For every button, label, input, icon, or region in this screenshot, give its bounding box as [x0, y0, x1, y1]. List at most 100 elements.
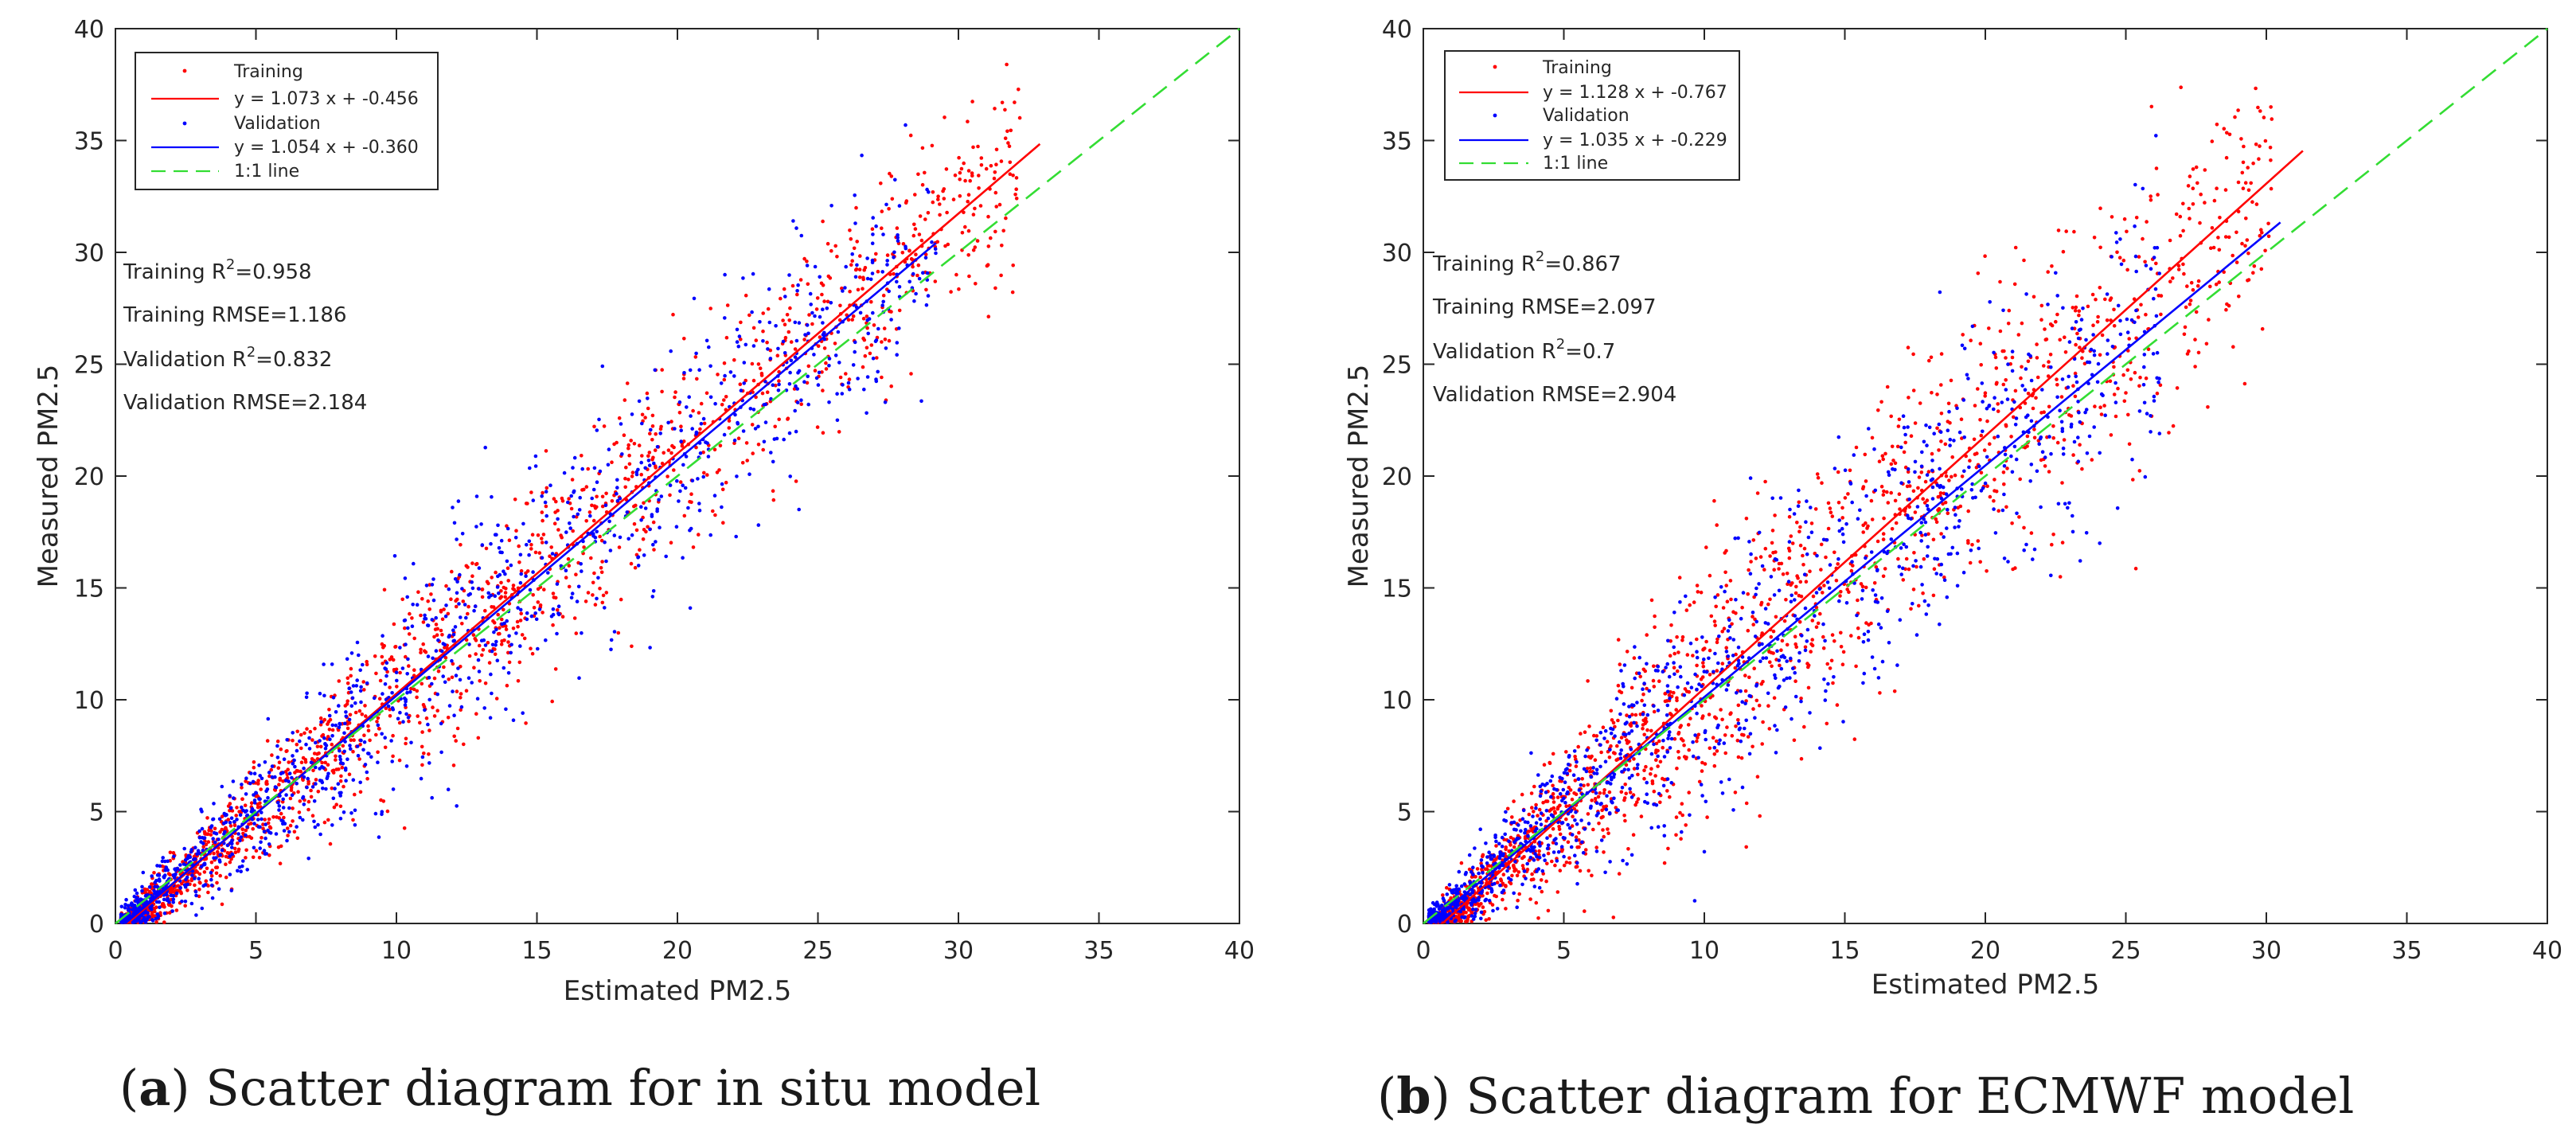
- scatter-point-training: [1652, 685, 1657, 689]
- y-tick-label: 5: [1397, 799, 1412, 827]
- scatter-point-training: [1979, 470, 1984, 475]
- scatter-point-training: [1880, 454, 1885, 458]
- scatter-point-training: [1701, 647, 1706, 651]
- scatter-point-validation: [498, 572, 502, 577]
- scatter-point-validation: [926, 294, 931, 298]
- scatter-point-training: [515, 619, 520, 624]
- scatter-point-training: [203, 832, 207, 836]
- scatter-point-validation: [735, 327, 740, 332]
- scatter-point-validation: [282, 829, 287, 833]
- scatter-point-training: [825, 299, 830, 304]
- scatter-point-validation: [577, 508, 582, 512]
- scatter-point-validation: [664, 554, 668, 559]
- scatter-point-validation: [358, 780, 363, 785]
- scatter-point-training: [1632, 757, 1636, 761]
- scatter-point-training: [310, 738, 314, 742]
- scatter-point-training: [265, 739, 270, 743]
- scatter-point-training: [1672, 736, 1677, 741]
- scatter-point-training: [2103, 297, 2107, 302]
- scatter-point-training: [1609, 744, 1613, 748]
- scatter-point-training: [1548, 760, 1551, 765]
- scatter-point-training: [946, 242, 950, 247]
- scatter-point-validation: [257, 763, 261, 767]
- scatter-point-training: [536, 533, 541, 537]
- scatter-point-training: [1996, 402, 2000, 406]
- scatter-point-training: [2094, 297, 2098, 302]
- scatter-point-training: [1691, 654, 1695, 658]
- scatter-point-validation: [201, 848, 205, 853]
- scatter-point-training: [564, 576, 568, 580]
- scatter-point-training: [1665, 789, 1669, 793]
- scatter-point-training: [600, 504, 605, 509]
- scatter-point-training: [1896, 556, 1900, 561]
- scatter-point-training: [815, 296, 820, 300]
- scatter-point-training: [1751, 615, 1754, 619]
- scatter-point-validation: [301, 794, 306, 799]
- scatter-point-training: [582, 545, 586, 549]
- scatter-point-training: [1606, 827, 1610, 831]
- scatter-point-validation: [846, 381, 851, 385]
- scatter-point-training: [312, 759, 317, 763]
- scatter-point-training: [647, 451, 652, 455]
- scatter-point-training: [1619, 690, 1624, 695]
- scatter-point-training: [532, 606, 537, 610]
- scatter-point-training: [931, 190, 935, 194]
- scatter-point-training: [375, 720, 379, 724]
- scatter-point-training: [553, 595, 558, 600]
- scatter-point-validation: [701, 416, 706, 421]
- scatter-point-training: [1564, 861, 1569, 865]
- scatter-point-training: [1704, 639, 1708, 644]
- scatter-point-validation: [345, 657, 349, 662]
- scatter-point-training: [1708, 746, 1712, 751]
- scatter-point-validation: [675, 478, 679, 483]
- scatter-point-training: [2233, 115, 2237, 119]
- scatter-point-training: [365, 776, 369, 781]
- scatter-point-training: [2032, 428, 2036, 431]
- scatter-point-training: [518, 619, 523, 623]
- scatter-point-validation: [570, 591, 575, 595]
- scatter-point-training: [1751, 623, 1755, 627]
- scatter-point-training: [1966, 539, 1970, 543]
- scatter-point-training: [326, 763, 330, 767]
- scatter-point-training: [1652, 664, 1656, 669]
- scatter-point-training: [1734, 724, 1738, 728]
- scatter-point-training: [2217, 248, 2222, 252]
- scatter-point-training: [1546, 908, 1551, 913]
- scatter-point-training: [2167, 431, 2171, 435]
- scatter-point-training: [1641, 718, 1645, 723]
- scatter-point-training: [875, 356, 879, 360]
- scatter-point-training: [2034, 396, 2038, 400]
- scatter-point-validation: [802, 380, 806, 385]
- scatter-point-training: [454, 599, 458, 603]
- scatter-point-validation: [185, 882, 189, 887]
- scatter-point-validation: [885, 259, 889, 263]
- scatter-point-training: [287, 760, 291, 764]
- scatter-point-validation: [806, 402, 810, 407]
- scatter-point-training: [1804, 580, 1809, 584]
- scatter-point-training: [874, 252, 878, 256]
- scatter-point-validation: [701, 474, 705, 479]
- scatter-point-training: [1839, 590, 1843, 594]
- scatter-point-training: [2043, 327, 2047, 331]
- scatter-point-training: [2016, 333, 2021, 337]
- scatter-point-validation: [240, 783, 244, 787]
- scatter-point-training: [252, 760, 256, 764]
- scatter-point-validation: [395, 678, 399, 683]
- scatter-point-training: [2145, 220, 2149, 224]
- scatter-point-training: [215, 880, 219, 885]
- scatter-point-validation: [376, 723, 381, 728]
- scatter-point-validation: [630, 412, 634, 416]
- scatter-point-training: [1622, 814, 1626, 818]
- scatter-point-training: [2004, 356, 2008, 360]
- scatter-point-validation: [189, 901, 194, 906]
- scatter-point-training: [322, 820, 327, 825]
- scatter-point-training: [550, 699, 554, 704]
- scatter-point-training: [2269, 158, 2273, 162]
- scatter-point-training: [1879, 484, 1884, 489]
- scatter-point-validation: [803, 333, 807, 337]
- scatter-point-training: [544, 504, 548, 509]
- scatter-point-training: [383, 745, 388, 750]
- scatter-point-validation: [544, 490, 548, 494]
- scatter-point-validation: [174, 891, 179, 896]
- scatter-point-validation: [203, 883, 208, 887]
